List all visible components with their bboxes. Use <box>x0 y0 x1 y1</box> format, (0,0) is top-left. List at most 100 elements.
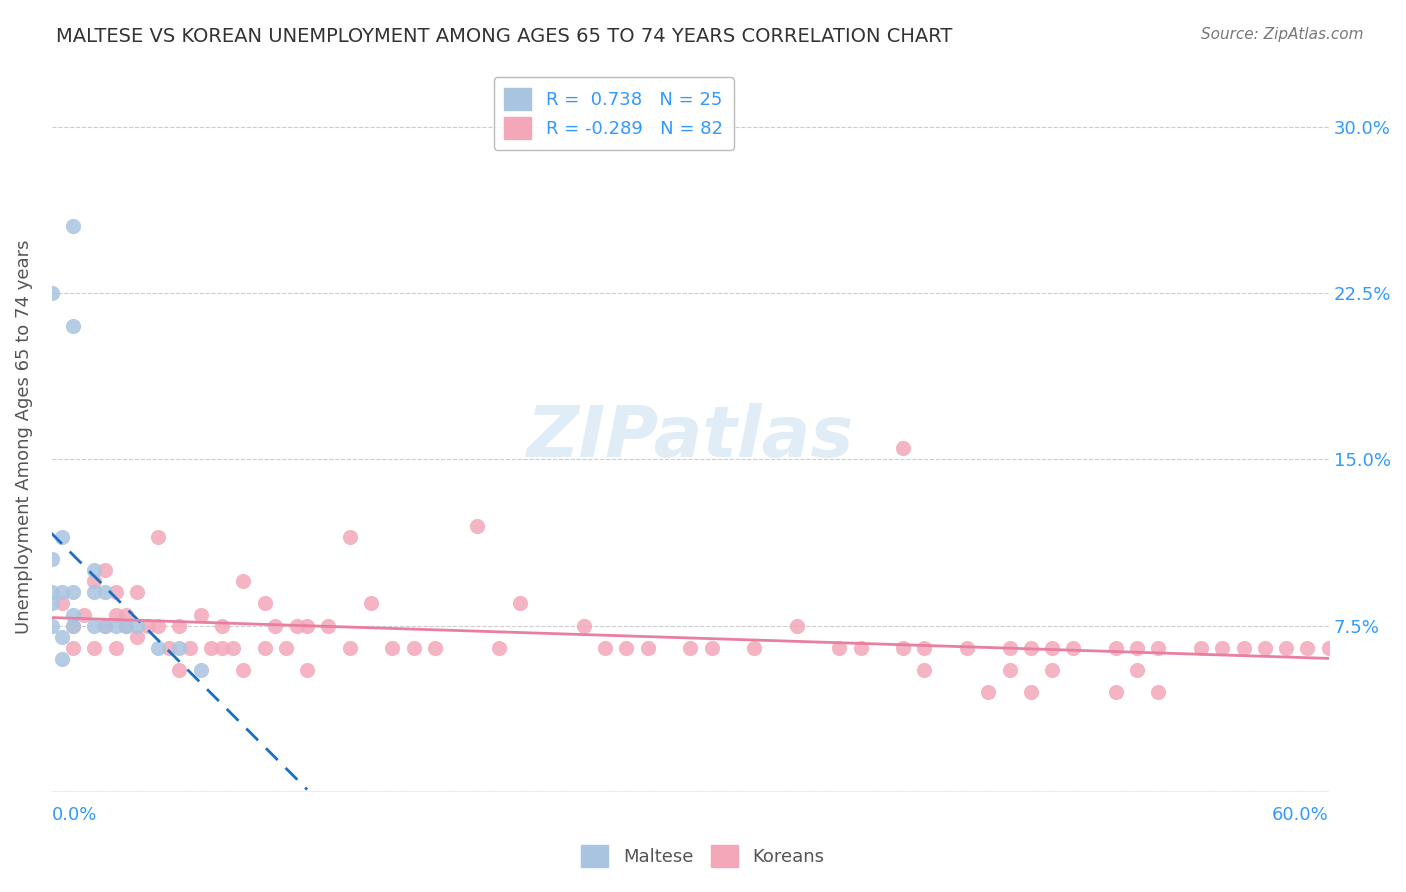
Point <box>509 597 531 611</box>
Point <box>295 663 318 677</box>
Point <box>104 607 127 622</box>
Point <box>51 530 73 544</box>
Point <box>51 597 73 611</box>
Point <box>295 618 318 632</box>
Point <box>125 618 148 632</box>
Point <box>94 585 117 599</box>
Point <box>423 640 446 655</box>
Point <box>849 640 872 655</box>
Point <box>136 618 159 632</box>
Point <box>700 640 723 655</box>
Point <box>232 574 254 589</box>
Point <box>1019 640 1042 655</box>
Point <box>41 552 63 566</box>
Point <box>572 618 595 632</box>
Point <box>146 640 169 655</box>
Point <box>94 618 117 632</box>
Point <box>1147 640 1170 655</box>
Point <box>211 640 233 655</box>
Point <box>786 618 808 632</box>
Point <box>211 618 233 632</box>
Point <box>146 618 169 632</box>
Point <box>200 640 222 655</box>
Point <box>190 607 212 622</box>
Point <box>956 640 979 655</box>
Point <box>169 618 191 632</box>
Point <box>221 640 243 655</box>
Point <box>828 640 851 655</box>
Point <box>232 663 254 677</box>
Point <box>998 663 1021 677</box>
Point <box>402 640 425 655</box>
Point <box>62 319 84 334</box>
Text: 0.0%: 0.0% <box>52 806 97 824</box>
Point <box>1189 640 1212 655</box>
Point <box>115 618 138 632</box>
Point <box>679 640 702 655</box>
Point <box>339 530 361 544</box>
Text: ZIPatlas: ZIPatlas <box>527 402 853 472</box>
Point <box>1233 640 1256 655</box>
Point <box>146 530 169 544</box>
Text: Source: ZipAtlas.com: Source: ZipAtlas.com <box>1201 27 1364 42</box>
Point <box>253 597 276 611</box>
Point <box>253 640 276 655</box>
Point <box>891 640 914 655</box>
Legend: R =  0.738   N = 25, R = -0.289   N = 82: R = 0.738 N = 25, R = -0.289 N = 82 <box>494 77 734 150</box>
Point <box>274 640 297 655</box>
Point <box>62 640 84 655</box>
Point <box>73 607 96 622</box>
Legend: Maltese, Koreans: Maltese, Koreans <box>574 838 832 874</box>
Y-axis label: Unemployment Among Ages 65 to 74 years: Unemployment Among Ages 65 to 74 years <box>15 240 32 634</box>
Text: 60.0%: 60.0% <box>1272 806 1329 824</box>
Point <box>41 285 63 300</box>
Point <box>264 618 287 632</box>
Point <box>94 618 117 632</box>
Point <box>339 640 361 655</box>
Point <box>1211 640 1233 655</box>
Point <box>125 585 148 599</box>
Point <box>83 574 105 589</box>
Point <box>94 563 117 577</box>
Point <box>1296 640 1319 655</box>
Point <box>104 640 127 655</box>
Point <box>1317 640 1340 655</box>
Point <box>1062 640 1084 655</box>
Point <box>1105 685 1128 699</box>
Point <box>360 597 382 611</box>
Point <box>83 563 105 577</box>
Point <box>912 640 935 655</box>
Point <box>593 640 616 655</box>
Point <box>104 585 127 599</box>
Point <box>41 618 63 632</box>
Point <box>115 607 138 622</box>
Point <box>616 640 638 655</box>
Point <box>1105 640 1128 655</box>
Point <box>179 640 201 655</box>
Point <box>891 441 914 455</box>
Point <box>83 618 105 632</box>
Point <box>62 607 84 622</box>
Point <box>51 585 73 599</box>
Point <box>169 663 191 677</box>
Point <box>115 618 138 632</box>
Point <box>62 219 84 234</box>
Point <box>62 618 84 632</box>
Point <box>62 618 84 632</box>
Point <box>83 585 105 599</box>
Point <box>1147 685 1170 699</box>
Point <box>285 618 308 632</box>
Point <box>1019 685 1042 699</box>
Point <box>1275 640 1298 655</box>
Point <box>169 640 191 655</box>
Point <box>998 640 1021 655</box>
Point <box>125 630 148 644</box>
Point <box>742 640 765 655</box>
Point <box>83 640 105 655</box>
Point <box>1126 663 1149 677</box>
Point <box>977 685 1000 699</box>
Point <box>637 640 659 655</box>
Point <box>41 597 63 611</box>
Point <box>104 618 127 632</box>
Point <box>62 585 84 599</box>
